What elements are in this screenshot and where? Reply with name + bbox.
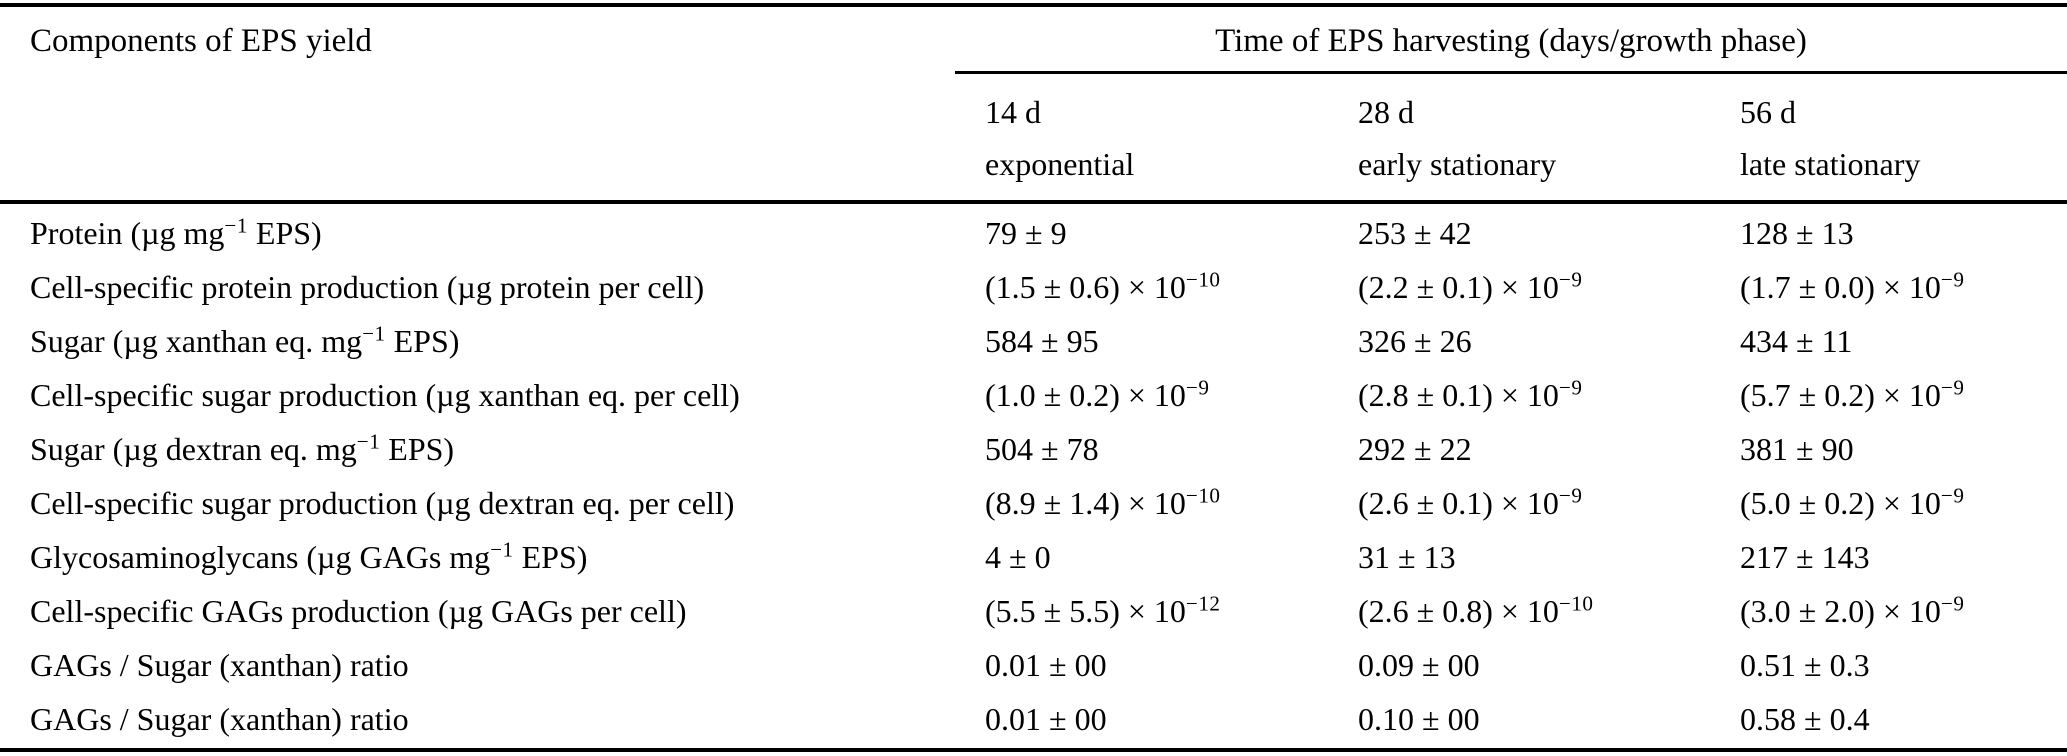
value-28d: (2.6 ± 0.1) × 10−9 [1358, 482, 1583, 521]
subheader-phase: early stationary [1358, 146, 1557, 182]
value-56d: 217 ± 143 [1740, 538, 1870, 575]
value-28d: 0.10 ± 00 [1358, 700, 1480, 737]
row-label: Cell-specific protein production (µg pro… [30, 268, 705, 305]
value-28d: 292 ± 22 [1358, 430, 1472, 467]
row-label: GAGs / Sugar (xanthan) ratio [30, 700, 409, 737]
value-14d: 0.01 ± 00 [985, 700, 1107, 737]
row-label: Sugar (µg dextran eq. mg−1 EPS) [30, 428, 455, 467]
value-14d: 0.01 ± 00 [985, 646, 1107, 683]
value-56d: 434 ± 11 [1740, 322, 1853, 359]
table-subheader-row: 14 d exponential 28 d early stationary 5… [0, 74, 2067, 200]
row-label: Cell-specific sugar production (µg xanth… [30, 376, 740, 413]
row-label: Sugar (µg xanthan eq. mg−1 EPS) [30, 320, 460, 359]
row-label: GAGs / Sugar (xanthan) ratio [30, 646, 409, 683]
subheader-column: 14 d exponential [955, 86, 1328, 190]
value-28d: 0.09 ± 00 [1358, 646, 1480, 683]
table-row: Cell-specific protein production (µg pro… [0, 260, 2067, 314]
table-row: Cell-specific sugar production (µg xanth… [0, 368, 2067, 422]
value-14d: (8.9 ± 1.4) × 10−10 [985, 482, 1221, 521]
harvest-time-span-header: Time of EPS harvesting (days/growth phas… [955, 7, 2067, 74]
subheader-spacer [0, 86, 955, 190]
subheader-days: 14 d [985, 94, 1041, 130]
row-label: Cell-specific GAGs production (µg GAGs p… [30, 592, 687, 629]
value-28d: (2.6 ± 0.8) × 10−10 [1358, 590, 1594, 629]
table-header: Components of EPS yield Time of EPS harv… [0, 7, 2067, 204]
table-row: Glycosaminoglycans (µg GAGs mg−1 EPS) 4 … [0, 530, 2067, 584]
value-56d: (3.0 ± 2.0) × 10−9 [1740, 590, 1965, 629]
row-label: Glycosaminoglycans (µg GAGs mg−1 EPS) [30, 536, 588, 575]
value-56d: 128 ± 13 [1740, 214, 1854, 251]
value-14d: 584 ± 95 [985, 322, 1099, 359]
table-row: Cell-specific sugar production (µg dextr… [0, 476, 2067, 530]
value-56d: (1.7 ± 0.0) × 10−9 [1740, 266, 1965, 305]
value-56d: (5.0 ± 0.2) × 10−9 [1740, 482, 1965, 521]
value-28d: 253 ± 42 [1358, 214, 1472, 251]
table-row: GAGs / Sugar (xanthan) ratio 0.01 ± 00 0… [0, 638, 2067, 692]
value-28d: 326 ± 26 [1358, 322, 1472, 359]
row-label: Protein (µg mg−1 EPS) [30, 212, 322, 251]
subheader-phase: exponential [985, 146, 1135, 182]
value-28d: (2.8 ± 0.1) × 10−9 [1358, 374, 1583, 413]
components-column-header: Components of EPS yield [30, 23, 372, 59]
value-56d: 381 ± 90 [1740, 430, 1854, 467]
row-label: Cell-specific sugar production (µg dextr… [30, 484, 735, 521]
value-14d: 79 ± 9 [985, 214, 1067, 251]
subheader-column: 56 d late stationary [1710, 86, 2067, 190]
value-14d: (1.0 ± 0.2) × 10−9 [985, 374, 1210, 413]
value-28d: (2.2 ± 0.1) × 10−9 [1358, 266, 1583, 305]
table-row: Protein (µg mg−1 EPS) 79 ± 9 253 ± 42 12… [0, 206, 2067, 260]
table-row: Sugar (µg dextran eq. mg−1 EPS) 504 ± 78… [0, 422, 2067, 476]
subheader-phase: late stationary [1740, 146, 1921, 182]
subheader-column: 28 d early stationary [1328, 86, 1710, 190]
table-header-top: Components of EPS yield Time of EPS harv… [0, 7, 2067, 74]
value-14d: (5.5 ± 5.5) × 10−12 [985, 590, 1221, 629]
value-56d: (5.7 ± 0.2) × 10−9 [1740, 374, 1965, 413]
value-28d: 31 ± 13 [1358, 538, 1456, 575]
table-body: Protein (µg mg−1 EPS) 79 ± 9 253 ± 42 12… [0, 204, 2067, 748]
value-14d: (1.5 ± 0.6) × 10−10 [985, 266, 1221, 305]
subheader-days: 56 d [1740, 94, 1796, 130]
value-14d: 504 ± 78 [985, 430, 1099, 467]
value-14d: 4 ± 0 [985, 538, 1051, 575]
table-row: Sugar (µg xanthan eq. mg−1 EPS) 584 ± 95… [0, 314, 2067, 368]
value-56d: 0.51 ± 0.3 [1740, 646, 1870, 683]
table-row: GAGs / Sugar (xanthan) ratio 0.01 ± 00 0… [0, 692, 2067, 746]
table-row: Cell-specific GAGs production (µg GAGs p… [0, 584, 2067, 638]
value-56d: 0.58 ± 0.4 [1740, 700, 1870, 737]
subheader-days: 28 d [1358, 94, 1414, 130]
eps-yield-table: Components of EPS yield Time of EPS harv… [0, 3, 2067, 752]
